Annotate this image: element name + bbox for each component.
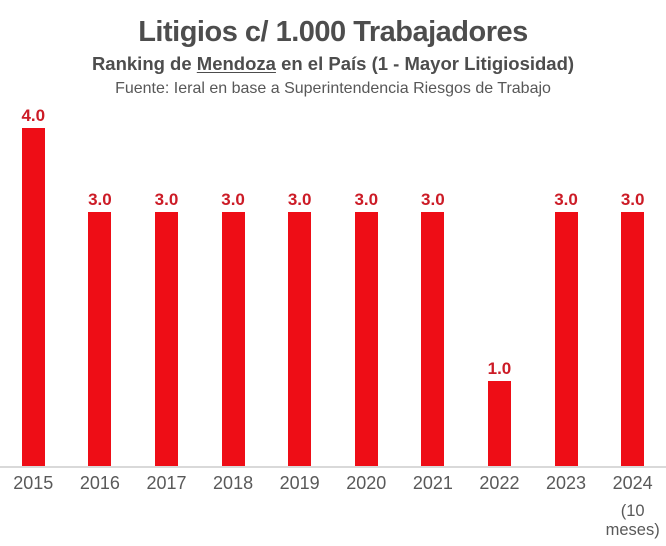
bar-2019 [288, 212, 312, 466]
bar-value-label: 3.0 [620, 190, 645, 209]
bar-2020 [354, 212, 378, 466]
bars-row: 4.0 3.0 3.0 3.0 3.0 3.0 3.0 1.0 3.0 3.0 [0, 94, 666, 466]
x-axis-label-2022: 2022 [466, 473, 533, 541]
bar-value-label: 3.0 [554, 190, 578, 209]
bar-value-label: 3.0 [287, 190, 312, 209]
bar-value-label: 3.0 [88, 190, 112, 209]
bar-2023 [554, 212, 578, 466]
bar-2022 [487, 381, 511, 466]
chart-source: Fuente: Ieral en base a Superintendencia… [115, 79, 551, 97]
x-axis-label-2019: 2019 [266, 473, 333, 541]
x-axis-label-2016: 2016 [67, 473, 134, 541]
bar-column-2018: 3.0 [200, 191, 267, 466]
bar-2021 [421, 212, 445, 466]
bar-value-label: 4.0 [21, 106, 46, 125]
subtitle-prefix: Ranking de [91, 53, 197, 75]
plot-area: 4.0 3.0 3.0 3.0 3.0 3.0 3.0 1.0 3.0 3.0 [0, 94, 666, 468]
bar-column-2020: 3.0 [333, 191, 400, 466]
chart-title: Litigios c/ 1.000 Trabajadores [138, 16, 528, 48]
chart-header: Litigios c/ 1.000 Trabajadores Ranking d… [0, 16, 666, 99]
bar-value-label: 3.0 [421, 190, 445, 209]
x-axis-year: 2018 [213, 473, 254, 493]
chart-subtitle: Ranking de Mendoza en el País (1 - Mayor… [0, 53, 666, 75]
bar-column-2023: 3.0 [533, 191, 600, 466]
bar-2024 [621, 212, 645, 466]
x-axis-year: 2020 [346, 473, 387, 493]
x-axis-year: 2022 [479, 473, 520, 493]
bar-column-2016: 3.0 [67, 191, 134, 466]
bar-value-label: 3.0 [154, 190, 179, 209]
x-axis-label-2021: 2021 [400, 473, 467, 541]
subtitle-underlined-region: Mendoza [196, 53, 276, 75]
x-axis-year: 2023 [546, 473, 587, 493]
x-axis-label-2018: 2018 [200, 473, 267, 541]
x-axis-label-2015: 2015 [0, 473, 67, 541]
bar-column-2022: 1.0 [466, 360, 533, 466]
bar-2016 [88, 212, 112, 466]
bar-column-2019: 3.0 [266, 191, 333, 466]
bar-2018 [221, 212, 245, 466]
bar-column-2024: 3.0 [599, 191, 666, 466]
bar-2017 [154, 212, 178, 466]
x-axis-label-2024: 2024 (10 meses) [599, 473, 666, 541]
x-axis-label-2023: 2023 [533, 473, 600, 541]
bar-column-2015: 4.0 [0, 107, 67, 466]
x-axis-year: 2024 [612, 473, 653, 493]
bar-column-2017: 3.0 [133, 191, 200, 466]
bar-column-2021: 3.0 [400, 191, 467, 466]
x-axis-year: 2016 [79, 473, 120, 493]
x-axis-label-2020: 2020 [333, 473, 400, 541]
subtitle-suffix: en el País (1 - Mayor Litigiosidad) [275, 53, 575, 75]
bar-2015 [21, 128, 45, 466]
bar-value-label: 3.0 [354, 190, 379, 209]
x-axis-year: 2015 [13, 473, 54, 493]
x-axis-note: (10 meses) [605, 501, 660, 540]
x-axis-year: 2017 [146, 473, 187, 493]
bar-value-label: 1.0 [487, 359, 512, 378]
x-axis-year: 2019 [279, 473, 320, 493]
bar-value-label: 3.0 [221, 190, 245, 209]
x-axis-labels: 2015 2016 2017 2018 2019 2020 2021 2022 2023 2024… [0, 473, 666, 541]
x-axis-year: 2021 [412, 473, 453, 493]
x-axis-label-2017: 2017 [133, 473, 200, 541]
